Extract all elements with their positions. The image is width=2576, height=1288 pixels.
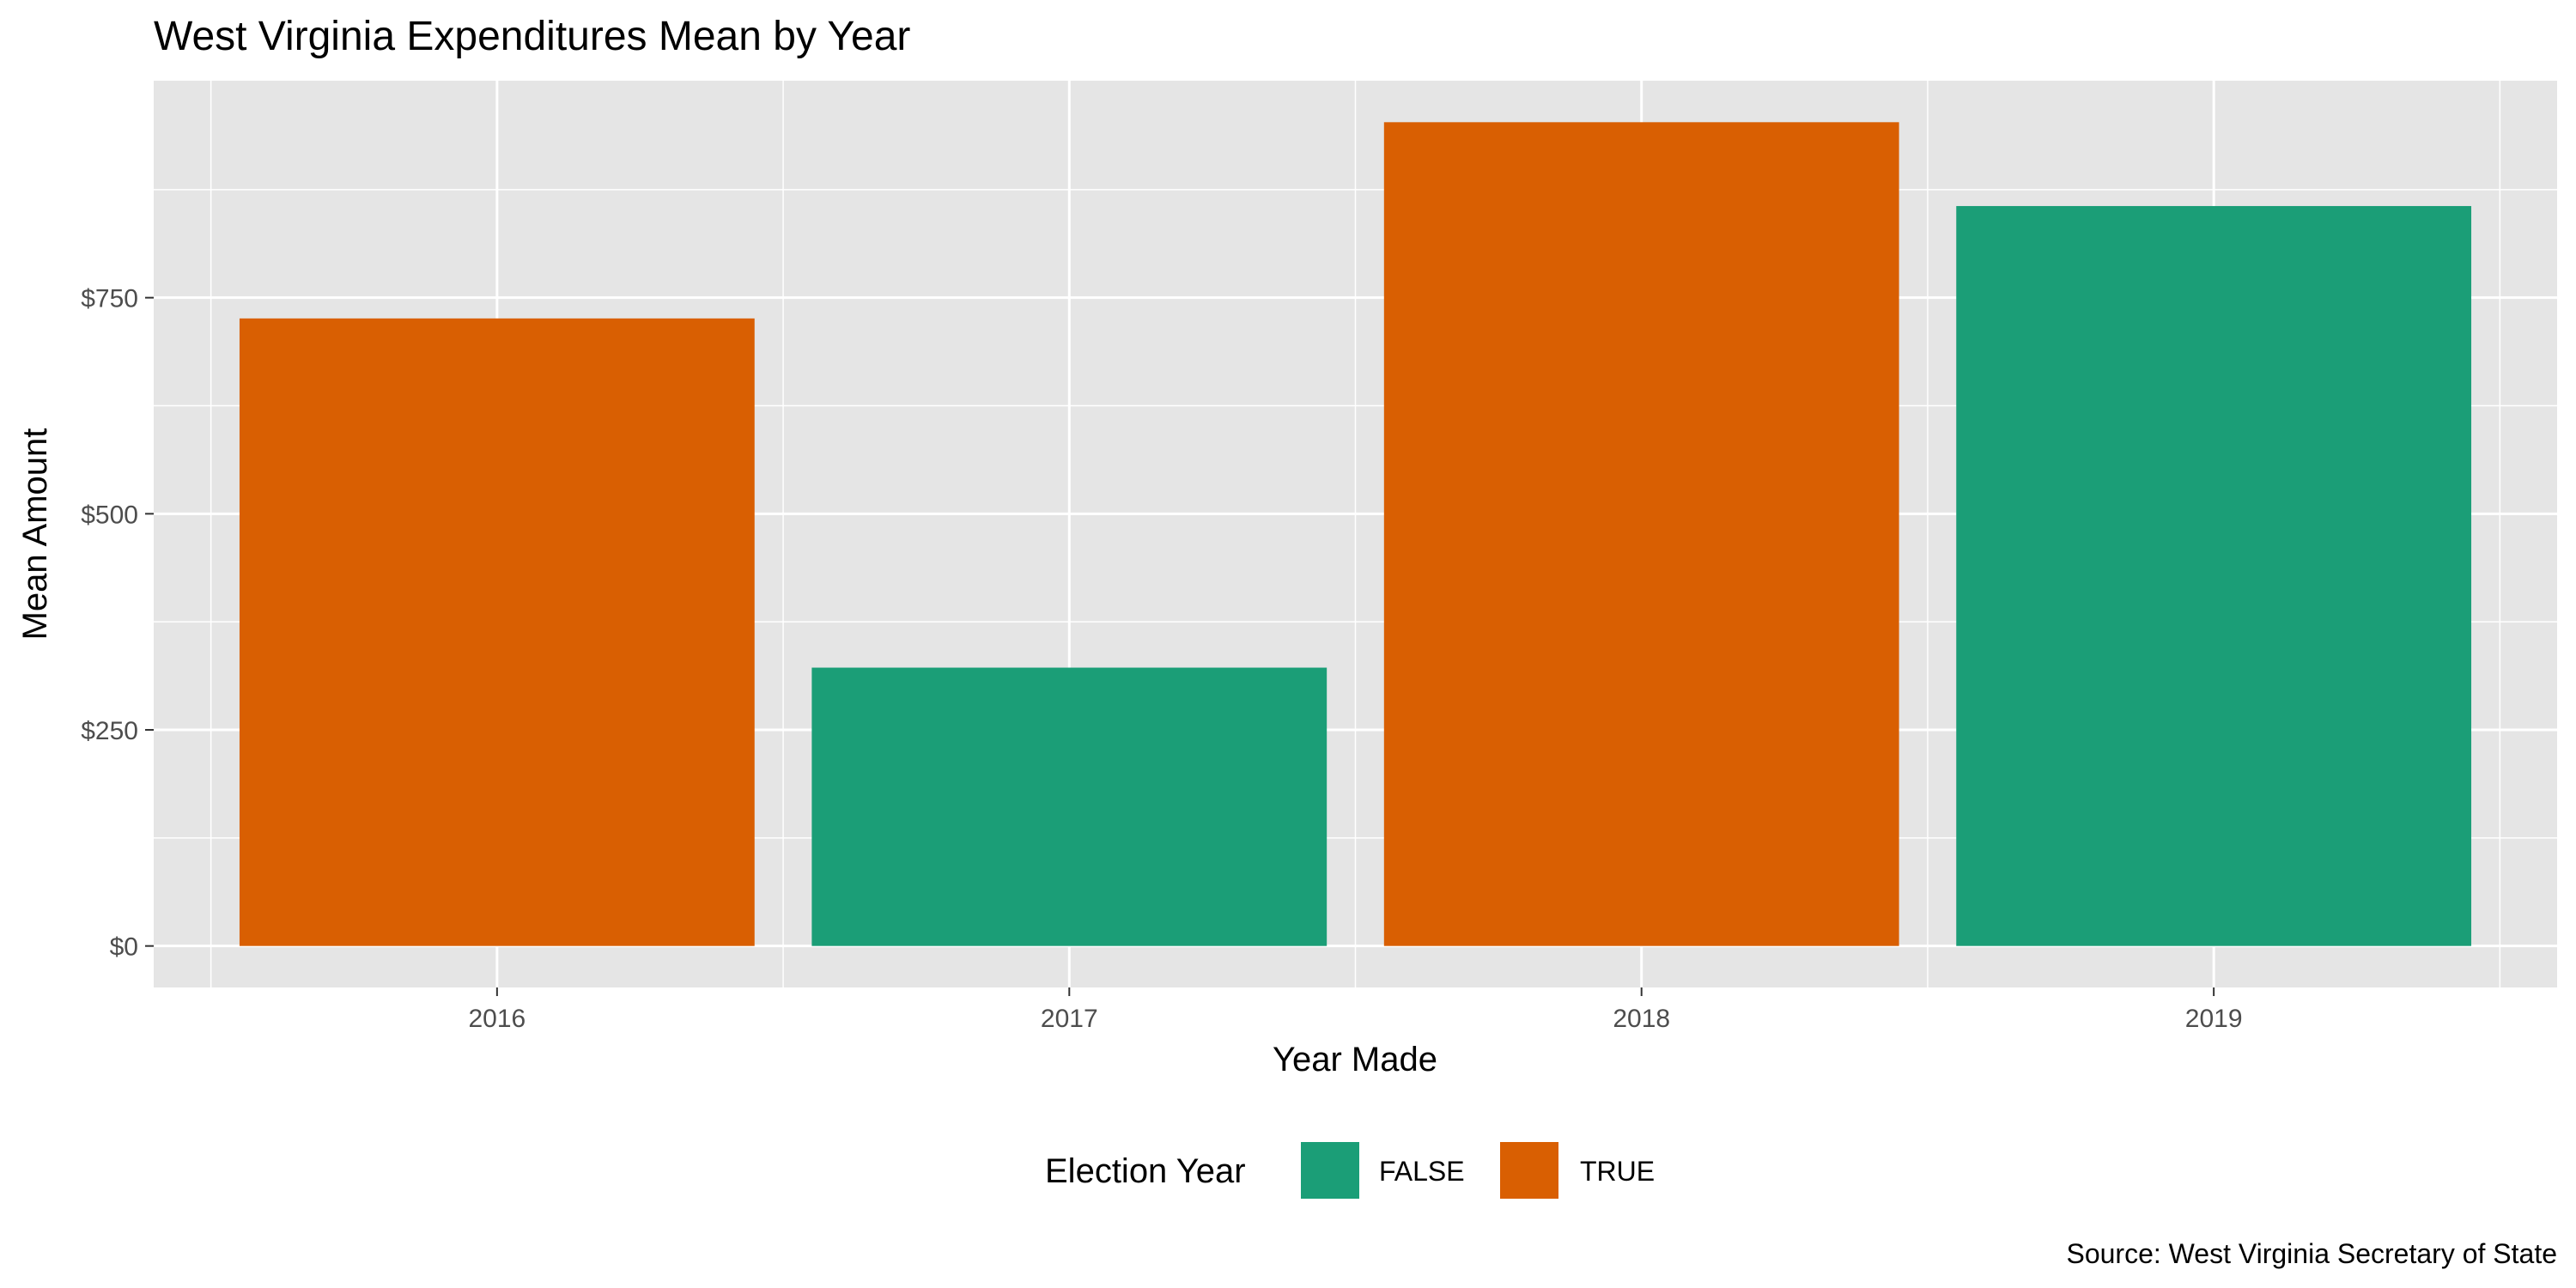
y-tick-label: $250 bbox=[81, 717, 138, 745]
x-axis: 2016 2017 2018 2019 bbox=[468, 987, 2243, 1033]
x-tick-label: 2019 bbox=[2185, 1005, 2243, 1033]
y-axis: $0 $250 $500 $750 bbox=[81, 285, 154, 962]
y-tick-label: $750 bbox=[81, 285, 138, 313]
y-tick-label: $500 bbox=[81, 501, 138, 529]
bar-2017 bbox=[811, 667, 1327, 946]
x-tick-label: 2016 bbox=[468, 1005, 526, 1033]
x-axis-title: Year Made bbox=[1273, 1041, 1437, 1078]
bar-2019 bbox=[1956, 205, 2472, 946]
legend-title: Election Year bbox=[1045, 1152, 1246, 1190]
y-tick-label: $0 bbox=[110, 933, 138, 962]
legend-swatch-false bbox=[1301, 1142, 1359, 1199]
bar-2016 bbox=[239, 318, 755, 946]
chart-caption: Source: West Virginia Secretary of State bbox=[2066, 1238, 2557, 1269]
chart-title: West Virginia Expenditures Mean by Year bbox=[154, 14, 910, 59]
bars bbox=[239, 122, 2472, 946]
y-axis-title: Mean Amount bbox=[16, 428, 54, 641]
x-tick-label: 2017 bbox=[1041, 1005, 1098, 1033]
legend-label-true: TRUE bbox=[1580, 1156, 1655, 1187]
legend: Election Year FALSE TRUE bbox=[1045, 1142, 1655, 1199]
x-tick-label: 2018 bbox=[1613, 1005, 1670, 1033]
bar-2018 bbox=[1383, 122, 1899, 946]
legend-swatch-true bbox=[1500, 1142, 1558, 1199]
legend-label-false: FALSE bbox=[1379, 1156, 1465, 1187]
